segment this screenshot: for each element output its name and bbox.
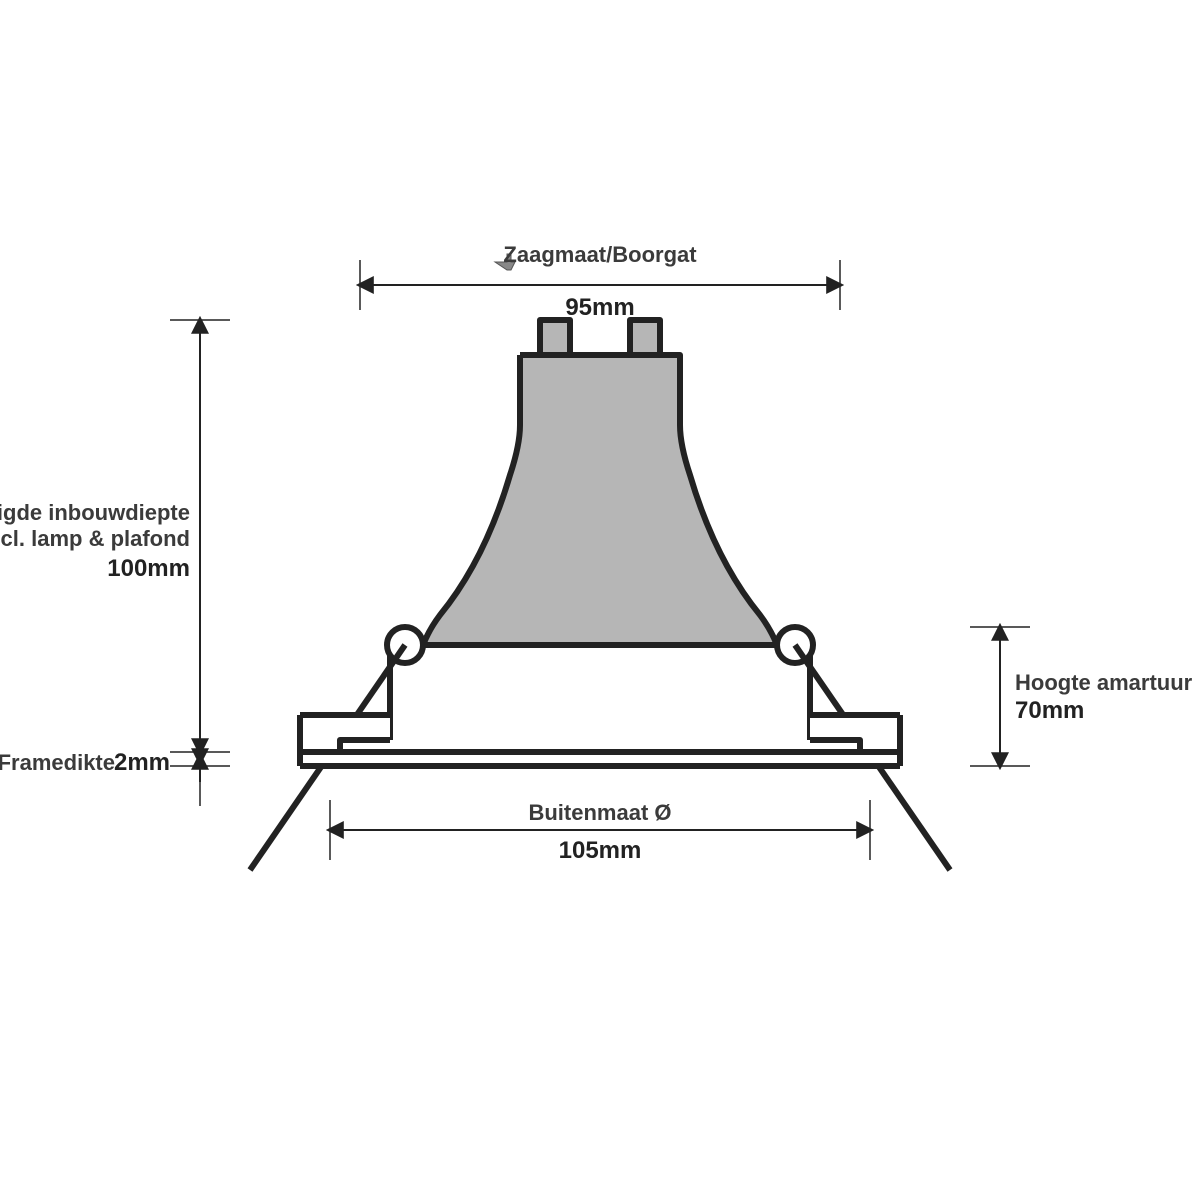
frame-thickness-value: 2mm [114,749,170,776]
technical-diagram: Zaagmaat/Boorgat 95mm Benodigde inbouwdi… [0,0,1200,1200]
left-dim-label2: incl. lamp & plafond [0,526,190,551]
bottom-dim-value: 105mm [559,837,642,864]
dimension-left-depth: Benodigde inbouwdiepte incl. lamp & plaf… [0,320,230,752]
lamp-body [420,320,780,680]
dimension-frame-thickness: Framedikte 2mm [0,736,230,806]
top-dim-value: 95mm [565,294,634,321]
fixture-frame [250,627,950,870]
right-dim-label: Hoogte amartuur [1015,670,1193,695]
frame-thickness-label: Framedikte [0,750,115,775]
dimension-right-height: Hoogte amartuur 70mm [970,627,1193,766]
dimension-bottom: Buitenmaat Ø 105mm [330,800,870,864]
dimension-top: Zaagmaat/Boorgat 95mm [360,242,840,321]
left-dim-value: 100mm [107,555,190,582]
bottom-dim-label: Buitenmaat Ø [528,800,671,825]
top-dim-label: Zaagmaat/Boorgat [503,242,697,267]
right-dim-value: 70mm [1015,697,1084,724]
left-dim-label1: Benodigde inbouwdiepte [0,500,190,525]
